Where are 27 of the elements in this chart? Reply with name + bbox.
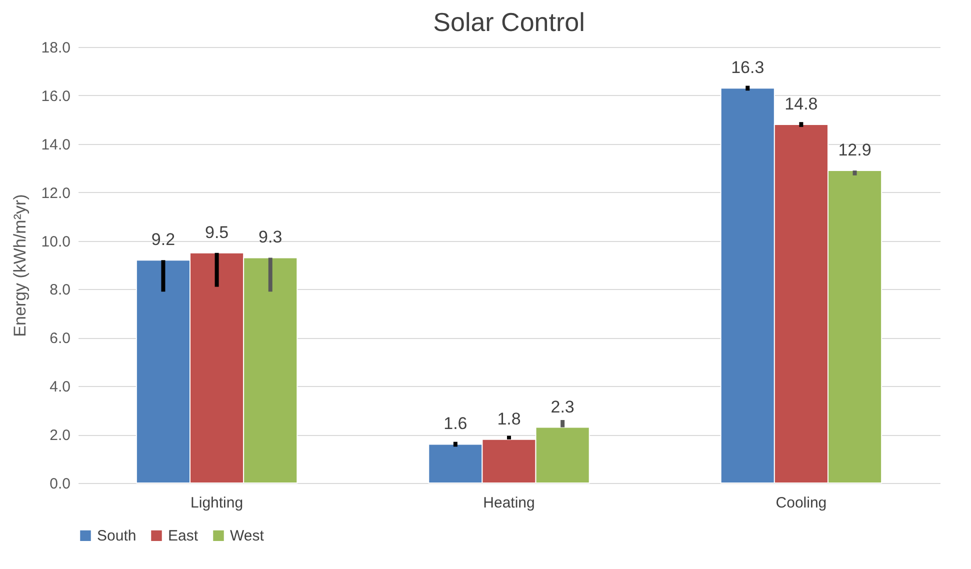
x-tick-label: Heating xyxy=(483,494,535,512)
data-label: 9.5 xyxy=(204,222,229,242)
data-label: 9.3 xyxy=(258,228,282,247)
legend-label: West xyxy=(230,528,265,545)
legend-label: East xyxy=(168,528,199,545)
y-tick-label: 2.0 xyxy=(50,427,70,444)
y-tick-label: 6.0 xyxy=(50,330,70,348)
y-tick-label: 0.0 xyxy=(50,476,70,492)
y-tick-label: 16.0 xyxy=(41,88,70,105)
data-label: 14.8 xyxy=(784,94,818,114)
y-tick-label: 18.0 xyxy=(41,40,70,56)
data-label: 1.6 xyxy=(444,414,468,434)
y-tick-label: 8.0 xyxy=(50,282,70,299)
chart-title: Solar Control xyxy=(433,7,585,37)
x-tick-label: Cooling xyxy=(776,494,827,512)
y-tick-label: 12.0 xyxy=(41,184,70,202)
data-label: 12.9 xyxy=(838,140,872,160)
y-tick-label: 4.0 xyxy=(50,378,70,396)
y-tick-label: 10.0 xyxy=(41,233,70,250)
legend-label: South xyxy=(97,528,136,545)
data-label: 9.2 xyxy=(151,230,176,250)
y-axis-title: Energy (kWh/m²yr) xyxy=(10,194,30,337)
x-tick-label: Lighting xyxy=(190,494,244,512)
y-tick-label: 14.0 xyxy=(41,136,70,154)
data-label: 1.8 xyxy=(497,409,521,428)
data-label: 16.3 xyxy=(731,58,764,78)
data-label: 2.3 xyxy=(550,397,574,416)
